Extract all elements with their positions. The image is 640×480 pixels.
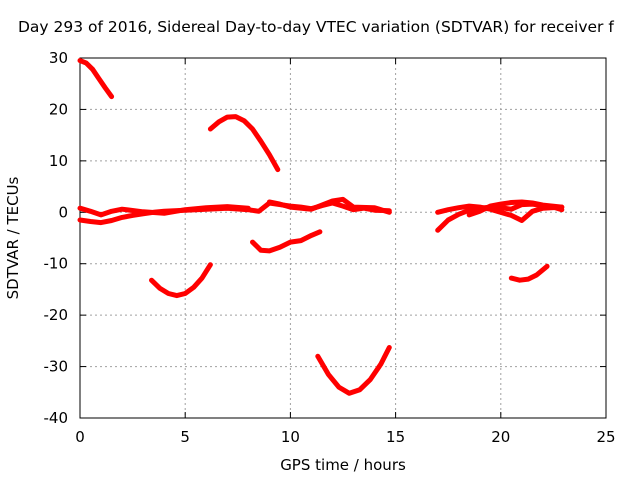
- series-line-2: [207, 114, 281, 173]
- y-tick-label: -10: [44, 255, 69, 273]
- y-tick-label: 0: [58, 203, 68, 221]
- series-line-5: [315, 345, 392, 396]
- y-axis-label: SDTVAR / TECUs: [4, 176, 22, 299]
- x-tick-label: 0: [75, 428, 85, 446]
- series-group: [77, 58, 565, 396]
- x-tick-label: 10: [281, 428, 300, 446]
- series-line-1: [77, 58, 115, 100]
- x-tick-label: 25: [596, 428, 615, 446]
- series-line-9: [266, 196, 392, 215]
- axis-ticks: 0 5 10 15 20 25 -40 -30 -20 -10 0 10 20 30: [44, 49, 616, 446]
- y-tick-label: 30: [49, 49, 68, 67]
- y-tick-label: -20: [44, 306, 69, 324]
- plot-frame: [79, 57, 607, 419]
- series-line-11: [435, 203, 565, 223]
- x-tick-label: 15: [386, 428, 405, 446]
- x-tick-label: 5: [180, 428, 190, 446]
- series-line-8: [77, 204, 251, 218]
- y-tick-label: 10: [49, 152, 68, 170]
- grid: [80, 58, 606, 418]
- x-axis-label: GPS time / hours: [280, 456, 406, 474]
- series-line-12: [466, 199, 565, 218]
- series-line-6: [508, 263, 550, 283]
- series-line-4: [250, 229, 323, 254]
- series-line-3: [149, 262, 213, 299]
- y-tick-label: 20: [49, 100, 68, 118]
- y-tick-label: -30: [44, 358, 69, 376]
- y-tick-label: -40: [44, 409, 69, 427]
- chart-title: Day 293 of 2016, Sidereal Day-to-day VTE…: [18, 18, 614, 36]
- x-tick-label: 20: [491, 428, 510, 446]
